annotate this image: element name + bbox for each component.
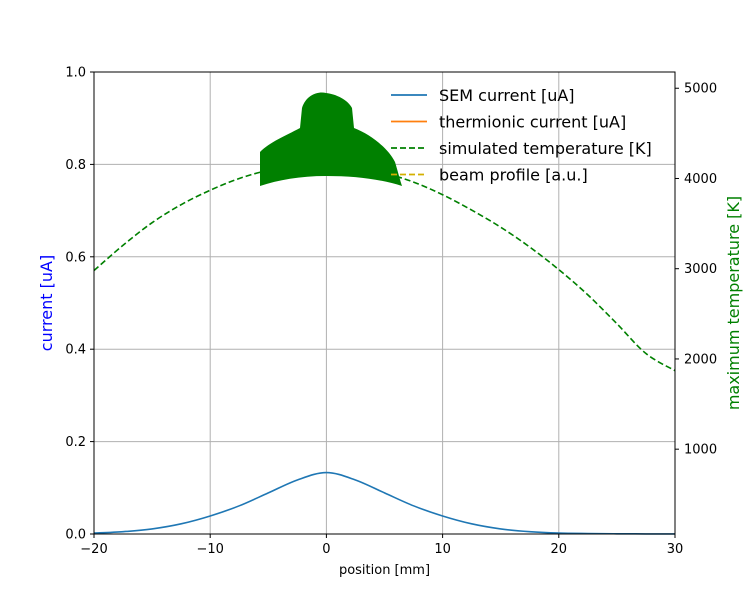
left-y-axis-ticks: 0.0 0.2 0.4 0.6 0.8 1.0 xyxy=(65,66,94,543)
series-layer xyxy=(93,163,676,535)
left-y-tick-label: 1.0 xyxy=(65,66,86,81)
series-line-2 xyxy=(93,163,676,372)
left-y-tick-label: 0.0 xyxy=(65,528,86,543)
x-tick-label: 30 xyxy=(667,542,684,557)
x-tick-label: −10 xyxy=(196,542,223,557)
right-y-tick-label: 5000 xyxy=(684,82,717,97)
left-y-tick-label: 0.6 xyxy=(65,250,86,265)
legend-label: thermionic current [uA] xyxy=(439,113,626,132)
right-y-tick-label: 1000 xyxy=(684,443,717,458)
right-y-tick-label: 2000 xyxy=(684,352,717,367)
left-y-axis-label: current [uA] xyxy=(37,255,56,351)
legend-label: beam profile [a.u.] xyxy=(439,166,588,185)
series-line-0 xyxy=(93,471,676,535)
right-y-axis-ticks: 1000 2000 3000 4000 5000 xyxy=(675,82,717,458)
right-y-tick-label: 3000 xyxy=(684,262,717,277)
left-y-tick-label: 0.8 xyxy=(65,158,86,173)
right-y-tick-label: 4000 xyxy=(684,172,717,187)
x-axis-ticks: −20 −10 0 10 20 30 xyxy=(80,534,683,557)
x-tick-label: 20 xyxy=(551,542,568,557)
right-y-axis-label: maximum temperature [K] xyxy=(724,196,743,410)
legend-label: simulated temperature [K] xyxy=(439,139,652,158)
x-tick-label: 10 xyxy=(434,542,451,557)
x-axis-label: position [mm] xyxy=(339,563,430,578)
left-y-tick-label: 0.4 xyxy=(65,343,86,358)
legend-label: SEM current [uA] xyxy=(439,86,575,105)
x-tick-label: 0 xyxy=(322,542,330,557)
plot-frame xyxy=(93,71,676,535)
left-y-tick-label: 0.2 xyxy=(65,435,86,450)
temperature-fill-region xyxy=(260,92,402,186)
x-tick-label: −20 xyxy=(80,542,107,557)
legend: SEM current [uA] thermionic current [uA] s… xyxy=(391,86,652,185)
